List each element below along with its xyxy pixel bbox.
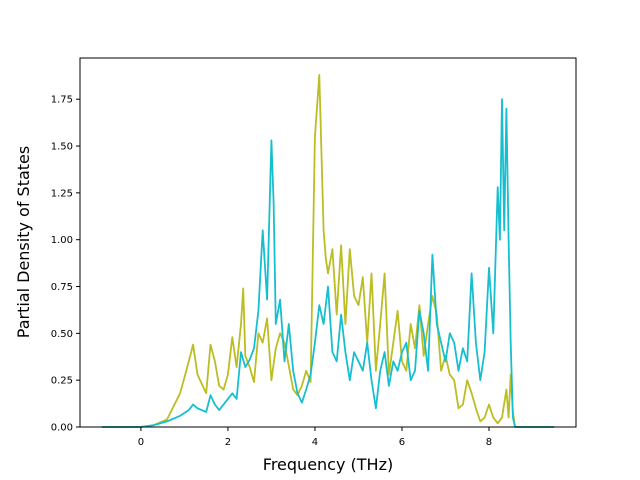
y-tick-label: 0.25 (51, 376, 73, 387)
x-tick-label: 2 (225, 437, 231, 448)
y-tick-label: 1.50 (51, 142, 73, 153)
y-tick-label: 0.75 (51, 282, 73, 293)
y-axis-label: Partial Density of States (14, 146, 33, 338)
y-tick-label: 1.25 (51, 188, 73, 199)
axes-frame (79, 57, 577, 428)
y-tick-label: 1.75 (51, 95, 73, 106)
series-line-1 (101, 74, 555, 428)
x-axis-label: Frequency (THz) (263, 455, 393, 474)
x-tick-label: 6 (399, 437, 405, 448)
y-tick-label: 0.50 (51, 329, 73, 340)
y-tick-label: 0.00 (51, 423, 73, 434)
x-tick-label: 8 (486, 437, 492, 448)
plot-area (101, 74, 555, 428)
x-tick-label: 0 (138, 437, 144, 448)
x-tick-label: 4 (312, 437, 318, 448)
y-tick-label: 1.00 (51, 235, 73, 246)
y-axis: 0.00 0.25 0.50 0.75 1.00 1.25 1.50 1.75 (51, 95, 80, 434)
x-axis: 0 2 4 6 8 (138, 427, 492, 448)
series-line-2 (101, 98, 555, 428)
